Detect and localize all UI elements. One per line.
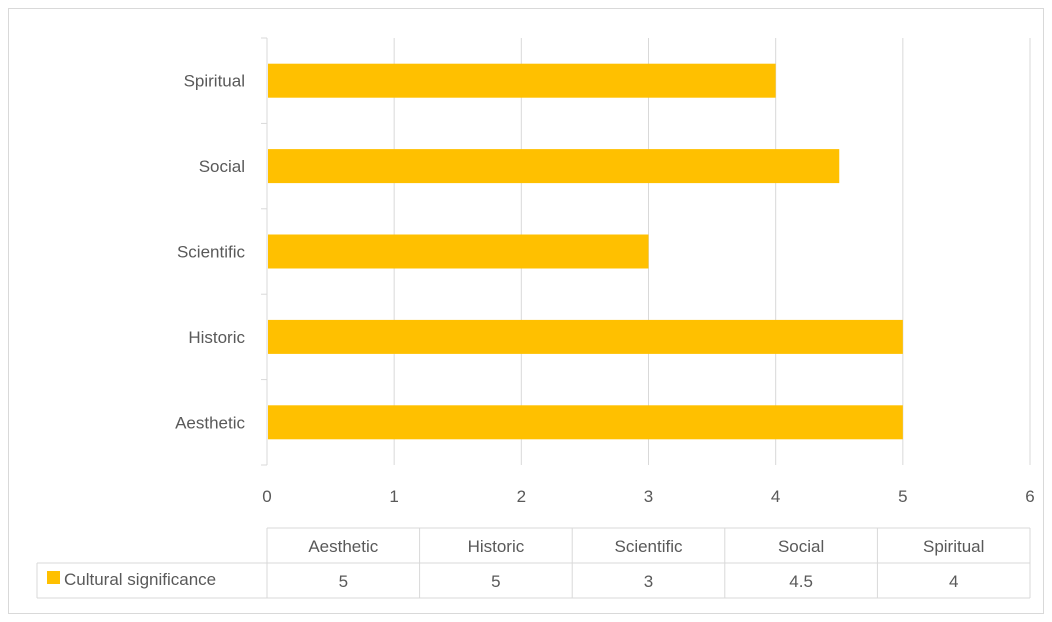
x-tick-label: 6 [1025,487,1034,506]
x-tick-label: 0 [262,487,271,506]
x-tick-label: 5 [898,487,907,506]
legend-series-label: Cultural significance [64,570,216,589]
bar-social [268,149,840,184]
category-label: Social [199,157,245,176]
bar-historic [268,319,903,354]
table-header-cell: Scientific [614,537,683,556]
bar-layer [268,63,903,440]
bar-aesthetic [268,405,903,440]
x-tick-label: 3 [644,487,653,506]
x-tick-label: 4 [771,487,780,506]
x-tick-label: 1 [389,487,398,506]
table-value-cell: 5 [491,572,500,591]
grid-layer [393,38,1031,465]
data-table: Aesthetic Historic Scientific Social Spiritu… [36,527,1031,599]
category-label: Historic [188,328,245,347]
category-label: Spiritual [184,72,245,91]
table-value-cell: 4.5 [789,572,813,591]
x-tick-label: 2 [517,487,526,506]
table-value-cell: 4 [949,572,958,591]
table-value-cell: 3 [644,572,653,591]
table-header-cell: Historic [468,537,525,556]
table-header-cell: Spiritual [923,537,984,556]
legend-key [47,571,60,584]
table-header-cell: Aesthetic [308,537,378,556]
category-label: Scientific [177,243,246,262]
table-header-cell: Social [778,537,824,556]
axis-layer: 0 1 2 3 4 5 6 Aesthetic Historic Scientific Social… [175,37,1035,506]
chart-frame [8,8,1044,614]
bar-scientific [268,234,649,269]
table-value-cell: 5 [339,572,348,591]
bar-spiritual [268,63,776,98]
category-label: Aesthetic [175,413,245,432]
